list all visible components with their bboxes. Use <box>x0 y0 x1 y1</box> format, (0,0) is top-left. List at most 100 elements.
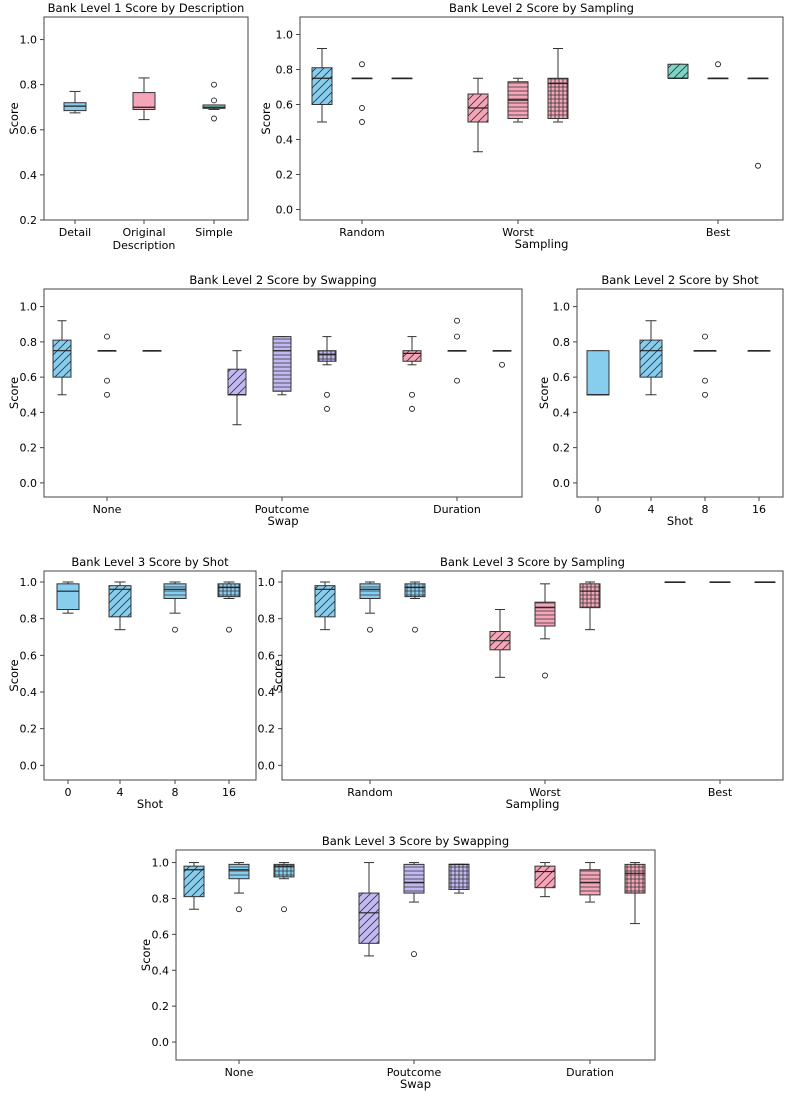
x-tick-label: 8 <box>172 786 179 799</box>
box-purple-grid <box>317 336 337 412</box>
box-pink-diag <box>467 77 489 153</box>
x-tick-label: Simple <box>195 226 233 239</box>
box-pink-horiz <box>579 862 601 903</box>
plot-frame <box>43 288 523 498</box>
y-tick-label: 0.0 <box>553 477 571 490</box>
outlier-point <box>367 626 373 633</box>
box-purple-diag <box>227 350 247 426</box>
plot-frame <box>299 16 784 221</box>
outlier-point <box>755 162 761 169</box>
outlier-point <box>409 405 415 412</box>
x-tick-label: Poutcome <box>255 503 310 516</box>
box-iqr <box>314 585 336 618</box>
box-iqr <box>227 368 247 396</box>
x-tick-label: None <box>93 503 122 516</box>
box-blue-grid <box>391 77 413 80</box>
box-pink-grid <box>624 862 646 925</box>
x-tick-label: Description <box>113 239 176 252</box>
box-pink-grid <box>579 581 601 631</box>
y-tick-label: 0.0 <box>258 759 276 772</box>
box-blue-diag <box>108 581 132 631</box>
box-teal-grid <box>754 581 776 583</box>
box-teal <box>202 81 226 122</box>
box-purple-horiz <box>403 862 425 958</box>
outlier-point <box>702 333 708 340</box>
y-tick-label: 0.4 <box>276 134 294 147</box>
box-blue-horiz <box>97 333 117 398</box>
chart-panel-4: Bank Level 2 Score by Shot 0.0 0.2 0.4 0.6 0.… <box>537 273 784 528</box>
box-iqr <box>52 339 72 378</box>
box-iqr <box>547 77 569 119</box>
box-iqr <box>56 583 80 610</box>
box-blue <box>63 90 87 114</box>
x-axis-label: Swap <box>400 1077 431 1091</box>
y-tick-label: 0.4 <box>152 964 170 977</box>
y-tick-label: 0.2 <box>20 723 38 736</box>
box-iqr <box>534 601 556 627</box>
x-tick-label: Random <box>347 786 393 799</box>
box-iqr <box>108 585 132 618</box>
y-tick-label: 1.0 <box>20 301 38 314</box>
y-tick-label: 1.0 <box>20 34 38 47</box>
chart-panel-2: Bank Level 2 Score by Sampling 0.0 0.2 0.4 0… <box>259 1 784 251</box>
outlier-point <box>412 626 418 633</box>
outlier-point <box>104 391 110 398</box>
x-tick-label: Worst <box>529 786 561 799</box>
outlier-point <box>104 333 110 340</box>
outlier-point <box>211 81 217 88</box>
outlier-point <box>359 119 365 125</box>
chart-panel-6: Bank Level 3 Score by Sampling 0.0 0.2 0.4 0… <box>258 555 784 811</box>
y-tick-label: 0.2 <box>20 442 38 455</box>
y-tick-label: 0.6 <box>553 371 571 384</box>
box-pink-horiz <box>507 77 529 123</box>
x-tick-label: Poutcome <box>387 1066 442 1079</box>
box-iqr <box>358 892 380 944</box>
outlier-point <box>324 405 330 412</box>
outlier-point <box>454 317 460 324</box>
x-tick-label: 4 <box>648 503 655 516</box>
y-tick-label: 1.0 <box>20 576 38 589</box>
outlier-point <box>211 115 217 122</box>
y-tick-label: 0.4 <box>20 686 38 699</box>
box-blue-grid <box>217 581 241 633</box>
y-tick-label: 0.2 <box>20 214 38 227</box>
outlier-point <box>359 61 365 68</box>
y-tick-label: 0.8 <box>20 79 38 92</box>
outlier-point <box>359 105 365 111</box>
y-tick-label: 0.6 <box>20 124 38 137</box>
y-tick-label: 0.4 <box>258 686 276 699</box>
y-axis-label: Score <box>259 102 273 134</box>
outlier-point <box>226 626 232 633</box>
y-tick-label: 0.4 <box>20 169 38 182</box>
chart-panel-1: Bank Level 1 Score by Description 0.2 0.4 0… <box>7 1 249 252</box>
y-tick-label: 1.0 <box>553 301 571 314</box>
x-axis-label: Swap <box>267 514 298 528</box>
box-blue-grid <box>142 350 162 352</box>
x-axis-label: Sampling <box>506 797 560 811</box>
x-tick-label: 16 <box>752 503 766 516</box>
y-tick-label: 0.0 <box>20 759 38 772</box>
x-axis-label: Shot <box>137 797 164 811</box>
plot-frame <box>576 288 784 498</box>
box-iqr <box>579 583 601 609</box>
outlier-point <box>104 377 110 384</box>
box-pink-horiz <box>534 583 556 679</box>
y-axis-label: Score <box>7 102 21 134</box>
box-pink <box>132 77 156 121</box>
outlier-point <box>542 672 548 679</box>
chart-title: Bank Level 3 Score by Shot <box>71 555 229 569</box>
box-iqr <box>448 863 470 890</box>
plot-frame <box>175 849 656 1061</box>
box-blue-grid <box>404 581 426 633</box>
outlier-point <box>715 61 721 68</box>
y-tick-label: 0.8 <box>20 613 38 626</box>
outlier-point <box>172 626 178 633</box>
box-iqr <box>534 865 556 889</box>
box-iqr <box>624 863 646 894</box>
y-axis-label: Score <box>7 659 21 691</box>
box-teal-horiz <box>709 581 731 583</box>
y-tick-label: 0.6 <box>152 928 170 941</box>
y-tick-label: 0.8 <box>20 336 38 349</box>
chart-title: Bank Level 2 Score by Swapping <box>189 273 376 287</box>
